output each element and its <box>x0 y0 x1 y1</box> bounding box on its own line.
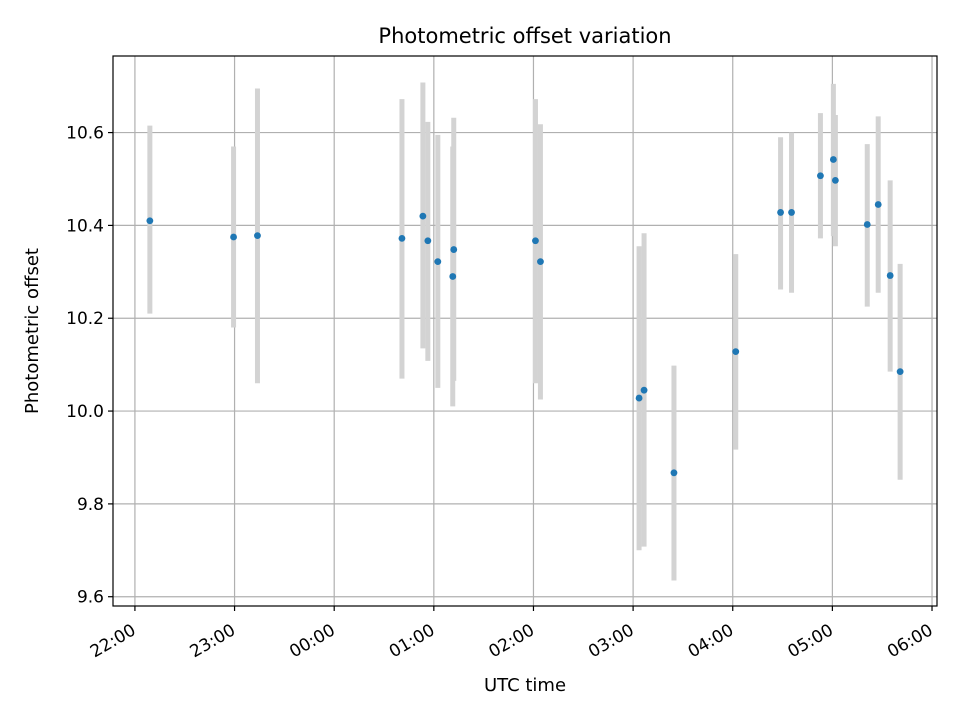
data-point <box>398 235 406 242</box>
data-point <box>829 156 837 163</box>
data-point <box>146 217 154 225</box>
y-tick-label: 10.2 <box>66 309 104 329</box>
data-point <box>230 233 237 241</box>
data-points <box>146 156 904 477</box>
data-point <box>788 209 795 216</box>
data-point <box>670 469 678 477</box>
y-tick-label: 10.6 <box>66 124 104 144</box>
data-point <box>886 272 894 279</box>
data-point <box>640 386 648 394</box>
y-tick-label: 10.0 <box>66 402 104 422</box>
data-point <box>532 237 539 245</box>
y-tick-label: 9.8 <box>77 495 104 515</box>
data-point <box>537 258 544 266</box>
data-point <box>635 394 643 402</box>
data-point <box>449 273 457 280</box>
x-axis-label: UTC time <box>484 675 566 696</box>
data-point <box>254 232 261 240</box>
y-tick-label: 9.6 <box>77 588 104 608</box>
y-tick-label: 10.4 <box>66 216 104 236</box>
data-point <box>434 258 442 266</box>
data-point <box>831 176 839 184</box>
data-point <box>863 221 871 228</box>
data-point <box>424 237 432 245</box>
data-point <box>874 201 882 208</box>
data-point <box>896 368 904 376</box>
data-point <box>777 209 784 216</box>
data-point <box>732 348 740 356</box>
chart-title: Photometric offset variation <box>378 24 671 48</box>
data-point <box>450 246 458 253</box>
y-axis-label: Photometric offset <box>22 248 43 414</box>
data-point <box>419 212 427 220</box>
data-point <box>817 172 824 180</box>
plot-frame <box>112 55 938 607</box>
